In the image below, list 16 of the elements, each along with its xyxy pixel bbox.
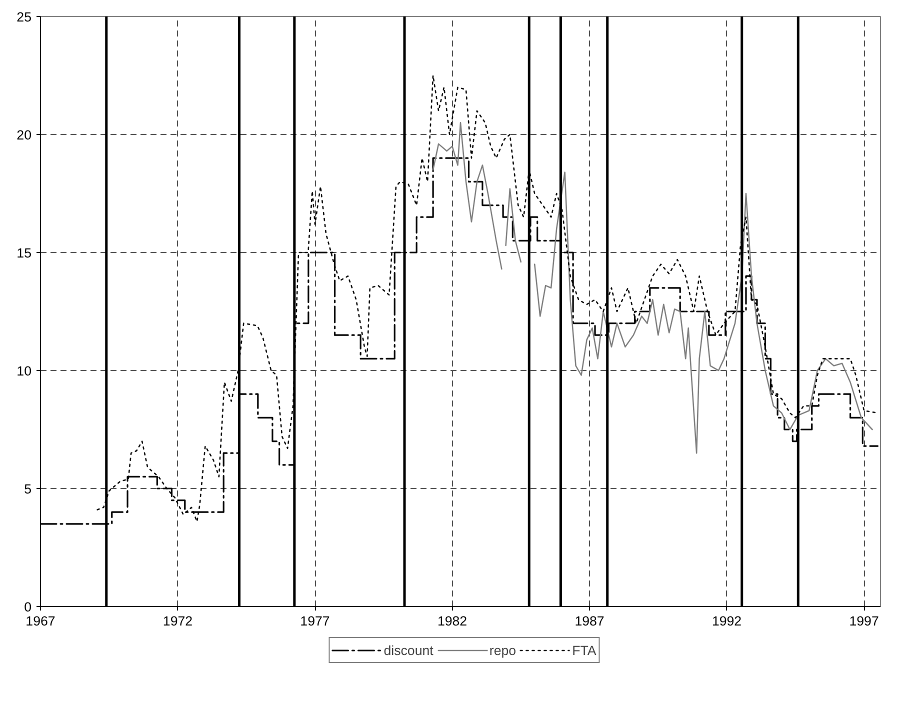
y-tick-label: 25 [16,10,32,24]
legend-label: repo [489,642,516,658]
legend-label: FTA [572,642,596,658]
y-tick-label: 0 [24,600,32,614]
y-tick-label: 5 [24,482,32,496]
x-tick-label: 1997 [849,614,879,628]
x-tick-label: 1992 [712,614,742,628]
y-tick-label: 15 [16,246,32,260]
x-tick-label: 1972 [162,614,193,628]
legend-label: discount [384,642,434,658]
x-tick-label: 1982 [437,614,468,628]
x-tick-label: 1987 [574,614,604,628]
x-tick-label: 1977 [300,614,330,628]
y-tick-label: 20 [16,128,32,142]
y-tick-label: 10 [16,364,32,378]
x-tick-label: 1967 [26,614,56,628]
